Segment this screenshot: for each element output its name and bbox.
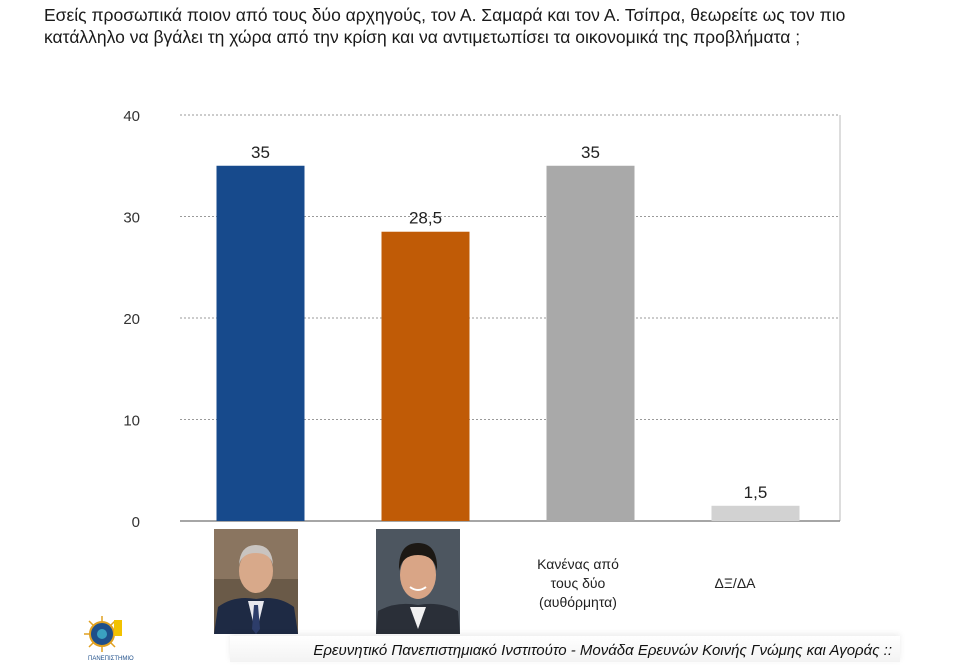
data-label: 28,5 [409,209,442,228]
data-label: 35 [251,143,270,162]
samaras-photo [214,529,298,634]
category-label-dk-na: ΔΞ/ΔΑ [714,575,756,591]
bar [711,505,800,521]
y-tick-label: 0 [132,514,140,531]
chart-title: Εσείς προσωπικά ποιον από τους δύο αρχηγ… [44,5,846,47]
footer-text: Ερευνητικό Πανεπιστημιακό Ινστιτούτο - Μ… [313,642,892,659]
footer-bar: Ερευνητικό Πανεπιστημιακό Ινστιτούτο - Μ… [230,636,900,662]
bar [216,165,305,521]
y-tick-label: 10 [123,413,140,430]
data-label: 1,5 [744,483,768,502]
y-tick-label: 20 [123,311,140,328]
logo-text: ΠΑΝΕΠΙΣΤΗΜΙΟ [88,656,134,662]
data-label: 35 [581,143,600,162]
category-label-none: Κανένας από τους δύο (αυθόρμητα) [537,556,619,610]
tsipras-photo [376,529,460,634]
y-tick-label: 30 [123,210,140,227]
y-tick-label: 40 [123,108,140,125]
bar [546,165,635,521]
bar [381,231,470,521]
university-logo: ΠΑΝΕΠΙΣΤΗΜΙΟ [84,612,154,662]
